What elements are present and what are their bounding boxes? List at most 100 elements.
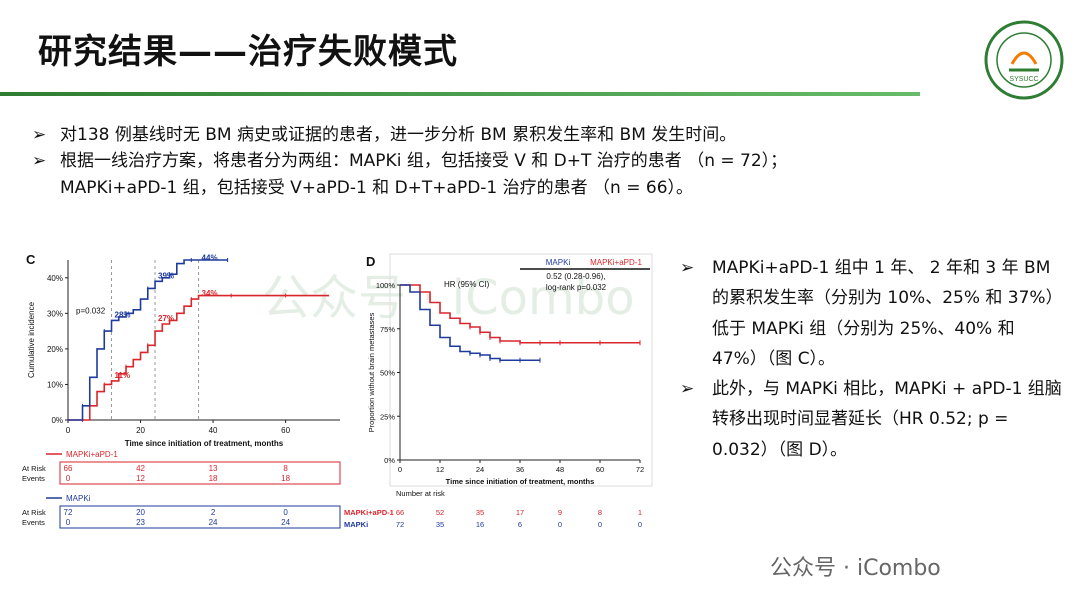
d-x-tick-label: 36 bbox=[516, 465, 524, 474]
d-y-tick-label: 100% bbox=[376, 281, 396, 290]
d-y-tick-label: 75% bbox=[380, 325, 395, 334]
d-logrank-p: log-rank p=0.032 bbox=[546, 283, 607, 292]
bullet-1-text: 对138 例基线时无 BM 病史或证据的患者，进一步分析 BM 累积发生率和 B… bbox=[60, 125, 737, 145]
d-risk-group-label: MAPKi bbox=[344, 520, 368, 529]
c-risk-value: 0 bbox=[283, 508, 288, 517]
arrow-icon: ➢ bbox=[680, 379, 695, 399]
d-x-axis-title: Time since initiation of treatment, mont… bbox=[446, 477, 595, 486]
d-x-tick-label: 72 bbox=[636, 465, 644, 474]
c-risk-group-label: MAPKi bbox=[66, 494, 91, 503]
c-data-label: 39% bbox=[158, 271, 174, 280]
c-y-tick-label: 40% bbox=[47, 274, 63, 283]
page-title: 研究结果——治疗失败模式 bbox=[38, 32, 458, 72]
d-risk-value: 1 bbox=[638, 508, 642, 517]
c-risk-group-label: MAPKi+aPD-1 bbox=[66, 450, 118, 459]
c-y-axis-title: Cumulative incidence bbox=[27, 301, 36, 378]
c-risk-value: 2 bbox=[211, 508, 216, 517]
c-risk-value: 20 bbox=[136, 508, 145, 517]
d-y-tick-label: 25% bbox=[380, 412, 395, 421]
results-summary: ➢ MAPKi+aPD-1 组中 1 年、 2 年和 3 年 BM 的累积发生率（… bbox=[680, 253, 1065, 465]
panel-c-label: C bbox=[26, 252, 36, 267]
d-legend-mapki: MAPKi bbox=[546, 258, 571, 267]
c-x-tick-label: 20 bbox=[136, 426, 145, 435]
c-events-value: 0 bbox=[66, 518, 71, 527]
d-hr-value: 0.52 (0.28-0.96), bbox=[546, 272, 605, 281]
watermark-faint: 公众号 · iCombo bbox=[262, 270, 635, 326]
d-y-tick-label: 50% bbox=[380, 369, 395, 378]
d-risk-value: 0 bbox=[558, 520, 562, 529]
d-y-axis-title: Proportion without brain metastases bbox=[367, 312, 376, 432]
c-x-tick-label: 40 bbox=[209, 426, 218, 435]
d-series-line bbox=[400, 284, 540, 362]
c-events-value: 24 bbox=[209, 518, 218, 527]
result-1-text: MAPKi+aPD-1 组中 1 年、 2 年和 3 年 BM 的累积发生率（分… bbox=[712, 258, 1063, 369]
d-risk-value: 35 bbox=[436, 520, 444, 529]
d-number-at-risk-title: Number at risk bbox=[396, 489, 445, 498]
bullet-1: ➢ 对138 例基线时无 BM 病史或证据的患者，进一步分析 BM 累积发生率和 … bbox=[32, 122, 787, 148]
c-events-value: 12 bbox=[136, 474, 145, 483]
c-x-tick-label: 60 bbox=[281, 426, 290, 435]
c-x-axis-title: Time since initiation of treatment, mont… bbox=[125, 439, 284, 448]
bullet-2-text: 根据一线治疗方案，将患者分为两组：MAPKi 组，包括接受 V 和 D+T 治疗… bbox=[60, 151, 788, 172]
c-y-tick-label: 20% bbox=[47, 345, 63, 354]
d-risk-value: 6 bbox=[518, 520, 522, 529]
c-series-line bbox=[68, 259, 228, 421]
c-events-row-label: Events bbox=[22, 518, 45, 527]
d-risk-value: 35 bbox=[476, 508, 484, 517]
c-risk-table-box bbox=[59, 505, 341, 529]
d-risk-value: 8 bbox=[598, 508, 602, 517]
d-x-tick-label: 24 bbox=[476, 465, 484, 474]
c-risk-value: 66 bbox=[64, 464, 73, 473]
d-hr-label: HR (95% CI) bbox=[444, 280, 490, 289]
c-risk-value: 72 bbox=[64, 508, 73, 517]
c-series-line bbox=[68, 294, 330, 421]
watermark-account: 公众号 · iCombo bbox=[770, 556, 941, 581]
d-risk-value: 72 bbox=[396, 520, 404, 529]
logo-sub-text: SYSUCC bbox=[1009, 76, 1038, 83]
c-data-label: 44% bbox=[202, 254, 218, 263]
d-series-line bbox=[400, 284, 640, 344]
c-data-label: 11% bbox=[115, 371, 131, 380]
d-risk-value: 16 bbox=[476, 520, 484, 529]
d-x-tick-label: 12 bbox=[436, 465, 444, 474]
d-risk-value: 52 bbox=[436, 508, 444, 517]
intro-bullets: ➢ 对138 例基线时无 BM 病史或证据的患者，进一步分析 BM 累积发生率和 … bbox=[32, 122, 787, 201]
c-risk-value: 13 bbox=[209, 464, 218, 473]
c-events-value: 0 bbox=[66, 474, 71, 483]
d-risk-value: 66 bbox=[396, 508, 404, 517]
c-data-label: 27% bbox=[158, 314, 174, 323]
d-x-tick-label: 0 bbox=[398, 465, 402, 474]
d-risk-group-label: MAPKi+aPD-1 bbox=[344, 508, 394, 517]
c-x-tick-label: 0 bbox=[66, 426, 71, 435]
result-bullet-2: ➢ 此外，与 MAPKi 相比，MAPKi + aPD-1 组脑转移出现时间显著延… bbox=[680, 374, 1065, 465]
d-risk-value: 0 bbox=[638, 520, 642, 529]
c-events-value: 24 bbox=[281, 518, 290, 527]
d-risk-value: 17 bbox=[516, 508, 524, 517]
c-risk-row-label: At Risk bbox=[22, 464, 46, 473]
c-risk-value: 42 bbox=[136, 464, 145, 473]
c-risk-table-box bbox=[59, 461, 341, 485]
c-y-tick-label: 0% bbox=[51, 416, 63, 425]
c-data-label: 34% bbox=[202, 289, 218, 298]
sysucc-logo: SYSUCC bbox=[984, 20, 1064, 104]
result-bullet-1: ➢ MAPKi+aPD-1 组中 1 年、 2 年和 3 年 BM 的累积发生率（… bbox=[680, 253, 1065, 374]
bullet-2-continued: MAPKi+aPD-1 组，包括接受 V+aPD-1 和 D+T+aPD-1 治… bbox=[60, 177, 694, 198]
c-data-label: 28% bbox=[115, 310, 131, 319]
arrow-icon: ➢ bbox=[32, 125, 47, 145]
c-p-value: p=0.032 bbox=[76, 306, 106, 315]
title-underline bbox=[0, 92, 920, 96]
c-events-value: 18 bbox=[209, 474, 218, 483]
arrow-icon: ➢ bbox=[32, 151, 47, 172]
arrow-icon: ➢ bbox=[680, 258, 695, 278]
bullet-2: ➢ 根据一线治疗方案，将患者分为两组：MAPKi 组，包括接受 V 和 D+T 治… bbox=[32, 148, 787, 174]
d-risk-value: 9 bbox=[558, 508, 562, 517]
d-risk-value: 0 bbox=[598, 520, 602, 529]
result-2-text: 此外，与 MAPKi 相比，MAPKi + aPD-1 组脑转移出现时间显著延长… bbox=[712, 379, 1062, 460]
c-risk-value: 8 bbox=[283, 464, 288, 473]
d-y-tick-label: 0% bbox=[384, 456, 395, 465]
c-y-tick-label: 30% bbox=[47, 309, 63, 318]
d-legend-mapki-apd1: MAPKi+aPD-1 bbox=[590, 258, 642, 267]
c-events-value: 18 bbox=[281, 474, 290, 483]
